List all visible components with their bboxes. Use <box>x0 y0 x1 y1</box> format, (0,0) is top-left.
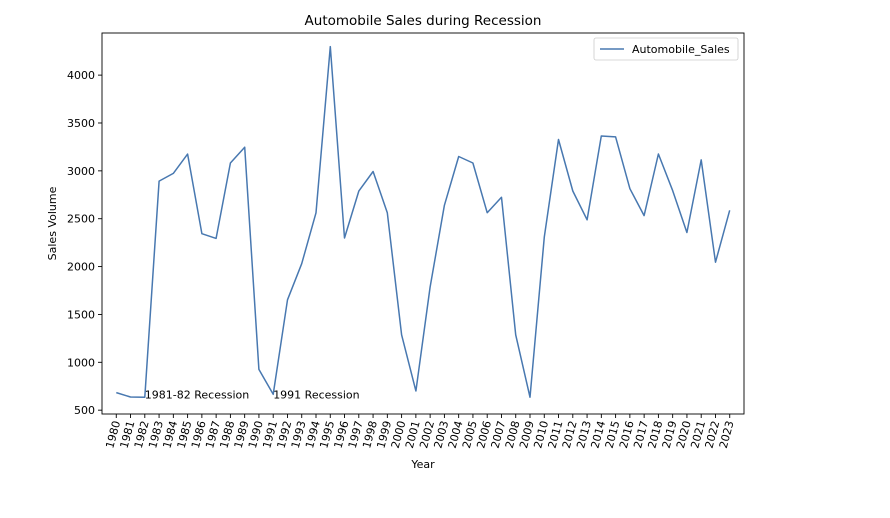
y-tick-label: 3500 <box>67 117 95 130</box>
y-tick-label: 3000 <box>67 165 95 178</box>
x-axis: 1980198119821983198419851986198719881989… <box>103 414 737 450</box>
x-axis-label: Year <box>410 458 435 471</box>
y-tick-label: 2000 <box>67 261 95 274</box>
series-line-automobile-sales <box>116 45 731 398</box>
series-layer <box>116 45 731 398</box>
y-axis-label: Sales Volume <box>46 186 59 260</box>
y-tick-label: 500 <box>74 404 95 417</box>
legend: Automobile_Sales <box>593 37 739 61</box>
legend-label: Automobile_Sales <box>632 43 730 56</box>
y-tick-label: 1500 <box>67 308 95 321</box>
annotations: 1981-82 Recession 1991 Recession <box>145 388 360 401</box>
plot-area <box>101 32 745 415</box>
annotation-label: 1991 Recession <box>273 388 359 401</box>
y-tick-label: 2500 <box>67 213 95 226</box>
legend-box <box>593 37 739 61</box>
annotation-label: 1981-82 Recession <box>145 388 249 401</box>
y-tick-label: 1000 <box>67 356 95 369</box>
y-axis: 500 1000 1500 2000 2500 3000 3500 4000 <box>67 69 102 417</box>
y-tick-label: 4000 <box>67 69 95 82</box>
chart-title: Automobile Sales during Recession <box>305 13 542 29</box>
